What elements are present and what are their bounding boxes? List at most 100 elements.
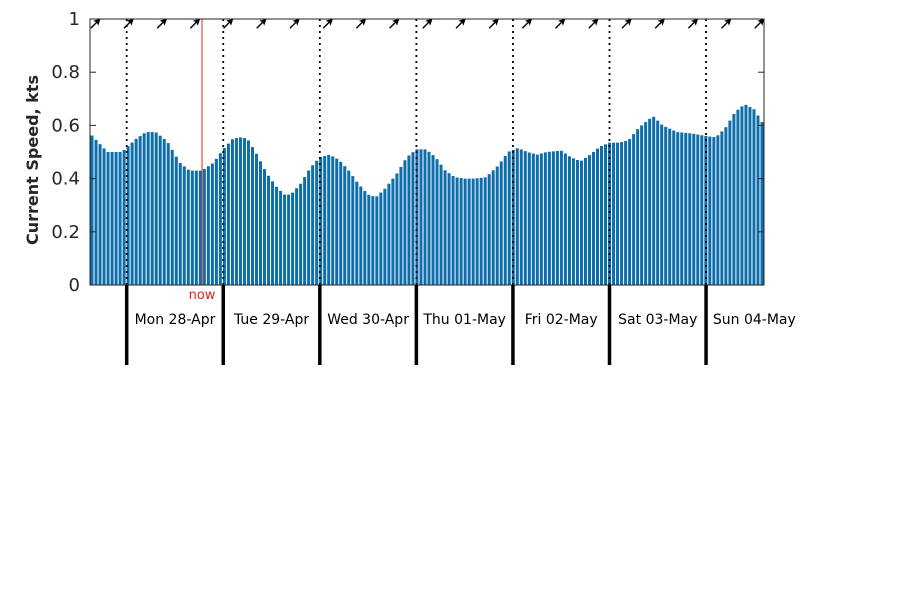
- speed-bar: [363, 190, 367, 285]
- speed-bar: [648, 118, 652, 285]
- speed-bar: [563, 153, 567, 285]
- speed-bar: [692, 133, 696, 285]
- speed-bar: [331, 156, 335, 285]
- speed-bar: [664, 126, 668, 285]
- speed-bar: [539, 153, 543, 285]
- speed-bar: [724, 127, 728, 286]
- y-axis-ticks: 0 0.2 0.4 0.6 0.8 1: [51, 9, 764, 296]
- speed-bar: [214, 158, 218, 285]
- speed-bar: [728, 120, 732, 285]
- speed-bar: [335, 158, 339, 285]
- speed-bar: [632, 134, 636, 285]
- day-label: Fri 02-May: [525, 312, 598, 328]
- speed-bar: [90, 135, 94, 285]
- speed-bar: [640, 125, 644, 285]
- speed-bar: [238, 137, 242, 285]
- speed-bar: [543, 152, 547, 285]
- speed-bar: [94, 139, 98, 285]
- day-divider-lines: [125, 19, 707, 285]
- speed-bar: [419, 149, 423, 285]
- speed-bar: [752, 109, 756, 285]
- speed-bar: [375, 196, 379, 285]
- speed-bar: [604, 144, 608, 285]
- y-tick-label: 0.2: [51, 222, 80, 243]
- speed-bar: [579, 160, 583, 285]
- speed-bar: [656, 120, 660, 286]
- speed-bar: [170, 149, 174, 285]
- speed-bar: [315, 160, 319, 285]
- speed-bar: [226, 143, 230, 285]
- speed-bar: [323, 155, 327, 285]
- speed-bar: [222, 148, 226, 285]
- speed-bar: [126, 146, 130, 285]
- day-label: Sun 04-May: [713, 312, 796, 328]
- speed-bar: [347, 170, 351, 285]
- speed-bar: [459, 178, 463, 285]
- speed-bar: [134, 138, 138, 285]
- speed-bar: [403, 160, 407, 285]
- speed-bar: [379, 192, 383, 285]
- speed-bar: [620, 142, 624, 285]
- speed-bar: [106, 152, 110, 285]
- speed-bar: [716, 135, 720, 285]
- y-tick-label: 1: [69, 9, 80, 30]
- speed-bar: [423, 149, 427, 285]
- speed-bar: [411, 152, 415, 285]
- speed-bar: [142, 133, 146, 285]
- speed-bar: [359, 186, 363, 285]
- speed-bar: [174, 156, 178, 285]
- speed-bar: [696, 134, 700, 285]
- speed-bar: [307, 170, 311, 285]
- speed-bar: [591, 151, 595, 285]
- y-tick-label: 0.4: [51, 169, 80, 190]
- speed-bar: [246, 140, 250, 285]
- speed-bar: [319, 157, 323, 285]
- speed-bar: [154, 132, 158, 285]
- speed-bar: [427, 151, 431, 285]
- speed-bar: [672, 130, 676, 285]
- now-label: now: [189, 288, 216, 303]
- speed-bar: [608, 142, 612, 285]
- speed-bar: [162, 138, 166, 285]
- speed-bar: [254, 153, 258, 285]
- speed-bar: [499, 161, 503, 285]
- speed-bar: [660, 124, 664, 286]
- speed-bar: [616, 142, 620, 285]
- speed-bar: [652, 116, 656, 285]
- speed-bar: [736, 109, 740, 286]
- speed-bar: [435, 159, 439, 285]
- speed-bar: [507, 151, 511, 285]
- speed-bar: [118, 152, 122, 285]
- speed-bar: [475, 178, 479, 285]
- speed-bar: [387, 183, 391, 285]
- speed-bar: [559, 150, 563, 285]
- speed-bar: [600, 145, 604, 285]
- speed-bar: [471, 178, 475, 285]
- speed-bar: [515, 148, 519, 285]
- speed-bar: [182, 166, 186, 285]
- speed-bar: [535, 154, 539, 285]
- speed-bar: [186, 169, 190, 285]
- speed-bar: [732, 113, 736, 285]
- speed-bar: [571, 158, 575, 285]
- speed-bar: [178, 163, 182, 285]
- speed-bar: [275, 186, 279, 285]
- speed-bar: [644, 122, 648, 285]
- speed-bar: [110, 152, 114, 285]
- speed-bar: [684, 132, 688, 285]
- speed-bar: [467, 178, 471, 285]
- speed-bar: [206, 166, 210, 285]
- speed-bar: [158, 135, 162, 285]
- speed-bar: [483, 177, 487, 285]
- day-markers: Mon 28-Apr Tue 29-Apr Wed 30-Apr Thu 01-May…: [124, 285, 796, 365]
- speed-bar: [628, 139, 632, 285]
- speed-bar: [303, 177, 307, 285]
- speed-bar: [495, 166, 499, 285]
- speed-bar: [295, 188, 299, 285]
- speed-bar: [399, 166, 403, 285]
- speed-bar: [283, 194, 287, 285]
- speed-bar: [351, 176, 355, 285]
- speed-bar: [583, 157, 587, 285]
- speed-bar: [700, 135, 704, 285]
